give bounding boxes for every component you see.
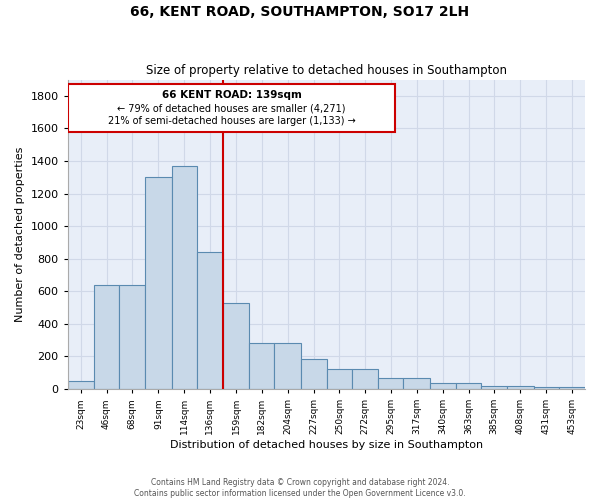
Bar xyxy=(352,370,379,389)
Bar xyxy=(249,344,274,389)
Bar xyxy=(559,388,585,389)
Bar xyxy=(274,344,301,389)
Bar xyxy=(145,178,172,389)
Bar xyxy=(508,386,533,389)
X-axis label: Distribution of detached houses by size in Southampton: Distribution of detached houses by size … xyxy=(170,440,483,450)
Text: 21% of semi-detached houses are larger (1,133) →: 21% of semi-detached houses are larger (… xyxy=(107,116,355,126)
Text: 66 KENT ROAD: 139sqm: 66 KENT ROAD: 139sqm xyxy=(161,90,302,100)
Bar xyxy=(430,382,456,389)
Bar xyxy=(379,378,403,389)
Bar xyxy=(172,166,197,389)
Y-axis label: Number of detached properties: Number of detached properties xyxy=(15,146,25,322)
Bar xyxy=(327,370,352,389)
Bar xyxy=(94,285,119,389)
Bar xyxy=(68,84,395,132)
Text: Contains HM Land Registry data © Crown copyright and database right 2024.
Contai: Contains HM Land Registry data © Crown c… xyxy=(134,478,466,498)
Text: ← 79% of detached houses are smaller (4,271): ← 79% of detached houses are smaller (4,… xyxy=(118,103,346,113)
Bar xyxy=(119,285,145,389)
Text: 66, KENT ROAD, SOUTHAMPTON, SO17 2LH: 66, KENT ROAD, SOUTHAMPTON, SO17 2LH xyxy=(130,5,470,19)
Bar xyxy=(481,386,508,389)
Bar xyxy=(223,302,249,389)
Bar xyxy=(68,381,94,389)
Bar xyxy=(403,378,430,389)
Bar xyxy=(197,252,223,389)
Bar xyxy=(301,359,327,389)
Bar xyxy=(456,382,481,389)
Title: Size of property relative to detached houses in Southampton: Size of property relative to detached ho… xyxy=(146,64,507,77)
Bar xyxy=(533,388,559,389)
